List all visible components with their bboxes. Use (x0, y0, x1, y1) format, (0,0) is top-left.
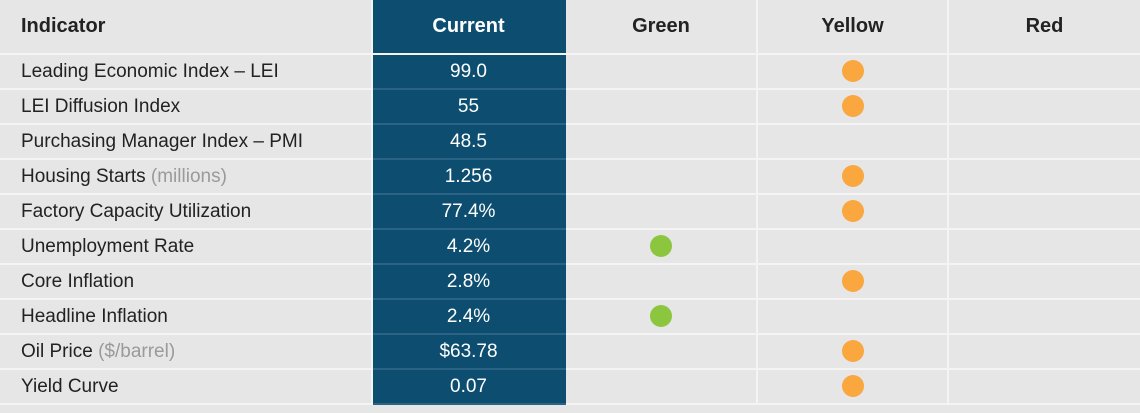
table-body: Leading Economic Index – LEI 99.0 LEI Diff… (0, 54, 1140, 405)
column-header: Current (371, 0, 566, 55)
indicator-name: Factory Capacity Utilization (21, 200, 252, 222)
signal-cell (947, 333, 1140, 370)
indicator-cell: Leading Economic Index – LEI (0, 54, 373, 90)
column-header: Red (947, 0, 1140, 55)
table-row: Purchasing Manager Index – PMI 48.5 (0, 123, 1140, 160)
table-row: Factory Capacity Utilization 77.4% (0, 193, 1140, 230)
current-value: 2.8% (371, 263, 566, 300)
column-header: Green (564, 0, 758, 55)
signal-cell (756, 228, 949, 265)
indicator-name: Core Inflation (21, 270, 135, 292)
current-value: 0.07 (371, 368, 566, 405)
status-dot (841, 60, 864, 83)
table-row: Leading Economic Index – LEI 99.0 (0, 54, 1140, 90)
status-dot (841, 95, 864, 118)
signal-cell (756, 333, 949, 370)
current-value: 99.0 (371, 54, 566, 90)
column-header: Indicator (0, 0, 373, 55)
header-row: Indicator Current Green Yellow Red (0, 0, 1140, 55)
indicator-unit: (millions) (150, 165, 227, 187)
current-value: 1.256 (371, 158, 566, 195)
indicator-name: Housing Starts (21, 165, 146, 187)
signal-cell (564, 88, 758, 125)
current-value: 2.4% (371, 298, 566, 335)
indicator-cell: Oil Price ($/barrel) (0, 333, 373, 370)
signal-cell (947, 54, 1140, 90)
signal-cell (564, 263, 758, 300)
signal-cell (756, 263, 949, 300)
signal-cell (947, 193, 1140, 230)
current-value: $63.78 (371, 333, 566, 370)
signal-cell (564, 368, 758, 405)
signal-cell (756, 298, 949, 335)
indicator-name: LEI Diffusion Index (21, 95, 181, 117)
signal-cell (756, 88, 949, 125)
signal-cell (564, 193, 758, 230)
signal-cell (564, 333, 758, 370)
table-row: LEI Diffusion Index 55 (0, 88, 1140, 125)
status-dot (841, 375, 864, 398)
indicator-unit: ($/barrel) (98, 340, 176, 362)
indicator-cell: Core Inflation (0, 263, 373, 300)
status-dot (841, 270, 864, 293)
signal-cell (756, 123, 949, 160)
signal-cell (564, 123, 758, 160)
table-row: Unemployment Rate 4.2% (0, 228, 1140, 265)
signal-cell (947, 263, 1140, 300)
indicator-cell: Factory Capacity Utilization (0, 193, 373, 230)
signal-cell (756, 54, 949, 90)
signal-cell (756, 193, 949, 230)
table-row: Headline Inflation 2.4% (0, 298, 1140, 335)
status-dot (650, 235, 672, 258)
indicator-name: Oil Price (21, 340, 93, 362)
indicator-name: Purchasing Manager Index – PMI (21, 130, 303, 152)
signal-cell (947, 123, 1140, 160)
table-row: Housing Starts (millions) 1.256 (0, 158, 1140, 195)
indicator-name: Yield Curve (21, 375, 119, 397)
indicator-cell: Purchasing Manager Index – PMI (0, 123, 373, 160)
indicator-cell: Yield Curve (0, 368, 373, 405)
current-value: 55 (371, 88, 566, 125)
signal-cell (564, 54, 758, 90)
indicator-name: Headline Inflation (21, 305, 168, 327)
status-dot (841, 200, 864, 223)
column-header: Yellow (756, 0, 949, 55)
status-dot (841, 165, 864, 188)
signal-cell (564, 298, 758, 335)
signal-cell (756, 368, 949, 405)
signal-cell (756, 158, 949, 195)
table-row: Yield Curve 0.07 (0, 368, 1140, 405)
signal-cell (947, 228, 1140, 265)
status-dot (841, 340, 864, 363)
signal-cell (564, 158, 758, 195)
table-row: Core Inflation 2.8% (0, 263, 1140, 300)
signal-cell (564, 228, 758, 265)
indicator-name: Unemployment Rate (21, 235, 195, 257)
signal-cell (947, 88, 1140, 125)
table-row: Oil Price ($/barrel) $63.78 (0, 333, 1140, 370)
signal-cell (947, 158, 1140, 195)
indicator-cell: Housing Starts (millions) (0, 158, 373, 195)
signal-cell (947, 298, 1140, 335)
indicator-cell: Headline Inflation (0, 298, 373, 335)
indicator-cell: Unemployment Rate (0, 228, 373, 265)
current-value: 77.4% (371, 193, 566, 230)
current-value: 48.5 (371, 123, 566, 160)
signal-cell (947, 368, 1140, 405)
indicator-name: Leading Economic Index – LEI (21, 60, 279, 82)
indicator-cell: LEI Diffusion Index (0, 88, 373, 125)
status-dot (650, 305, 672, 328)
current-value: 4.2% (371, 228, 566, 265)
